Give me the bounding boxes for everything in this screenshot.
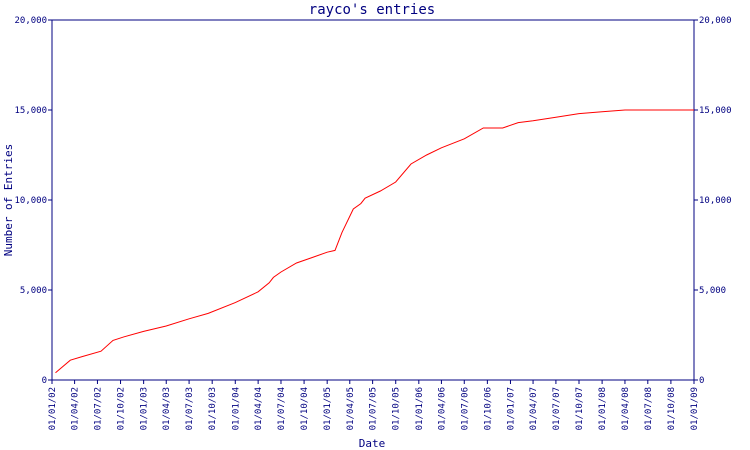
- y-tick-label-left: 15,000: [14, 106, 47, 116]
- x-tick-label: 01/10/03: [208, 387, 218, 430]
- x-tick-label: 01/10/05: [392, 387, 402, 430]
- x-tick-label: 01/07/06: [460, 387, 470, 430]
- series-line: [55, 109, 694, 374]
- x-axis: 01/01/02 01/04/02 01/07/02 01/10/02 01/01/03…: [48, 380, 700, 430]
- y-tick-label-left: 0: [42, 376, 47, 386]
- x-tick-label: 01/04/04: [254, 387, 264, 430]
- y-axis-title: Number of Entries: [2, 144, 15, 257]
- x-tick-label: 01/04/02: [71, 387, 81, 430]
- y-tick-label-right: 5,000: [699, 286, 726, 296]
- x-tick-label: 01/04/06: [437, 387, 447, 430]
- x-tick-label: 01/01/03: [140, 387, 150, 430]
- y-axis-left: 0 5,000 10,000 15,000 20,000: [14, 16, 52, 386]
- x-tick-label: 01/10/07: [575, 387, 585, 430]
- series-layer: [55, 109, 694, 374]
- x-tick-label: 01/01/08: [598, 387, 608, 430]
- x-tick-label: 01/10/08: [667, 387, 677, 430]
- x-tick-label: 01/07/04: [277, 387, 287, 430]
- x-tick-label: 01/07/05: [369, 387, 379, 430]
- y-tick-label-right: 20,000: [699, 16, 732, 26]
- x-tick-label: 01/07/07: [552, 387, 562, 430]
- x-tick-label: 01/10/02: [117, 387, 127, 430]
- x-axis-title: Date: [359, 437, 386, 450]
- x-tick-label: 01/10/06: [483, 387, 493, 430]
- y-tick-label-right: 10,000: [699, 196, 732, 206]
- x-tick-label: 01/01/05: [323, 387, 333, 430]
- x-tick-label: 01/07/03: [185, 387, 195, 430]
- x-tick-label: 01/07/08: [644, 387, 654, 430]
- x-tick-label: 01/04/03: [162, 387, 172, 430]
- y-tick-label-left: 5,000: [20, 286, 47, 296]
- y-tick-label-left: 20,000: [14, 16, 47, 26]
- x-tick-label: 01/01/06: [415, 387, 425, 430]
- x-tick-label: 01/01/09: [690, 387, 700, 430]
- x-tick-label: 01/01/07: [506, 387, 516, 430]
- x-tick-label: 01/04/07: [529, 387, 539, 430]
- chart-title: rayco's entries: [309, 2, 435, 18]
- x-tick-label: 01/01/02: [48, 387, 58, 430]
- plot-area-frame: [51, 19, 695, 381]
- y-axis-right: 0 5,000 10,000 15,000 20,000: [694, 16, 732, 386]
- x-tick-label: 01/07/02: [93, 387, 103, 430]
- y-tick-label-left: 10,000: [14, 196, 47, 206]
- y-tick-label-right: 15,000: [699, 106, 732, 116]
- y-tick-label-right: 0: [699, 376, 704, 386]
- x-tick-label: 01/04/05: [346, 387, 356, 430]
- x-tick-label: 01/04/08: [621, 387, 631, 430]
- x-tick-label: 01/01/04: [231, 387, 241, 430]
- x-tick-label: 01/10/04: [300, 387, 310, 430]
